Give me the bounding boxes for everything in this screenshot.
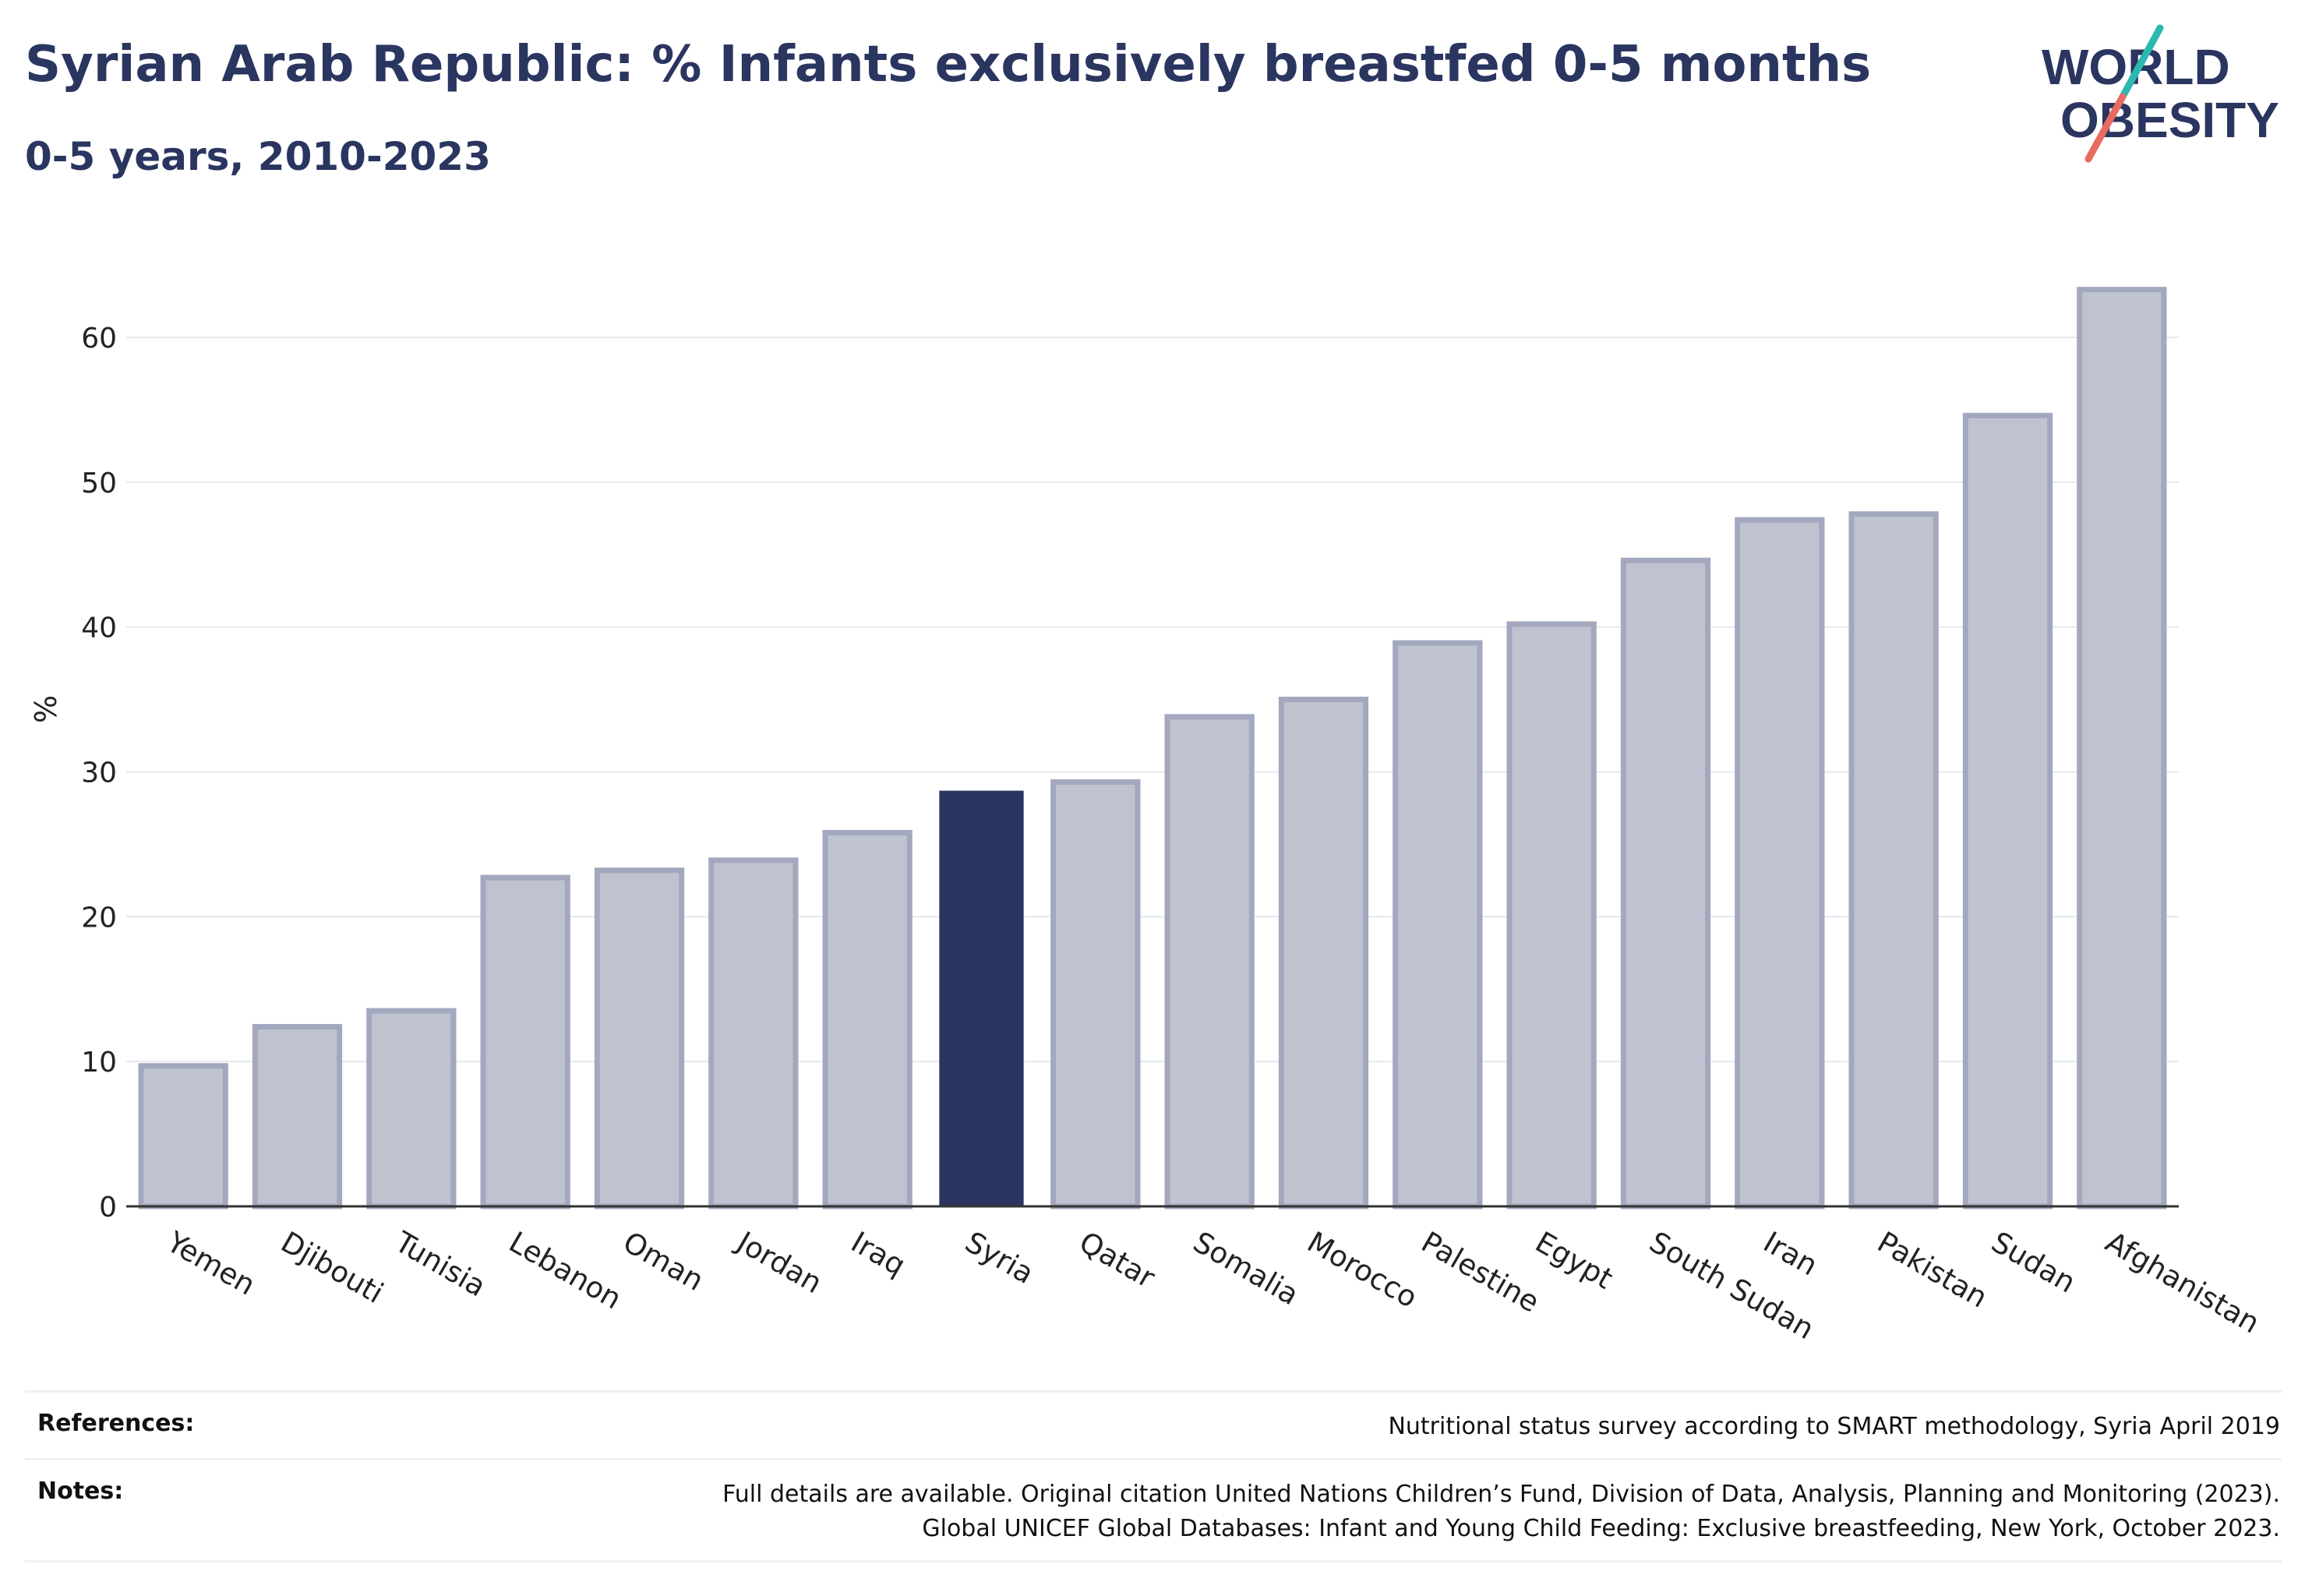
bar-chart: 0 10 20 30 40 50 60 Yemen Djibouti Tunisia Lebano… (29, 287, 2265, 1346)
x-tick-label: Lebanon (503, 1225, 627, 1315)
bar-highlight-syria (939, 790, 1024, 1206)
y-axis-label: % (29, 695, 63, 723)
references-text: Nutritional status survey according to S… (1388, 1413, 2280, 1440)
y-tick-label: 10 (81, 1047, 117, 1079)
x-tick-label: Somalia (1188, 1225, 1304, 1312)
logo-slash-teal (2119, 24, 2164, 101)
bar-lebanon (480, 874, 570, 1209)
x-tick-label: Yemen (161, 1225, 261, 1302)
x-tick-label: Palestine (1416, 1225, 1545, 1319)
y-tick-label: 20 (81, 902, 117, 934)
bar-sudan (1962, 412, 2053, 1209)
y-tick-labels: 0 10 20 30 40 50 60 (81, 323, 117, 1223)
bar-somalia (1164, 714, 1255, 1209)
references-label: References: (37, 1410, 195, 1437)
x-tick-label: Oman (617, 1225, 709, 1298)
x-tick-label: Jordan (730, 1224, 828, 1300)
bar-qatar (1050, 779, 1141, 1209)
notes-text: Full details are available. Original cit… (722, 1478, 2282, 1546)
y-tick-label: 40 (81, 613, 117, 644)
bar-pakistan (1848, 511, 1939, 1209)
bar-iraq (822, 830, 912, 1209)
notes-line-1: Full details are available. Original cit… (722, 1481, 2280, 1508)
x-tick-label: Egypt (1530, 1225, 1618, 1296)
y-tick-label: 50 (81, 468, 117, 500)
gridlines (126, 336, 2179, 1063)
bar-south-sudan (1620, 557, 1711, 1209)
chart-title: Syrian Arab Republic: % Infants exclusiv… (25, 36, 1872, 94)
bar-tunisia (366, 1008, 457, 1209)
y-tick-label: 0 (99, 1192, 117, 1223)
x-tick-label: Iran (1758, 1225, 1823, 1282)
x-tick-label: Afghanistan (2100, 1225, 2265, 1340)
bars (138, 287, 2167, 1209)
logo-text-obesity: OBESITY (2060, 92, 2279, 148)
bar-yemen (138, 1063, 228, 1209)
x-tick-label: Pakistan (1872, 1225, 1993, 1315)
x-tick-label: Iraq (845, 1225, 911, 1282)
bar-jordan (708, 857, 799, 1209)
bar-oman (594, 867, 685, 1209)
chart-subtitle: 0-5 years, 2010-2023 (25, 134, 491, 179)
y-tick-label: 60 (81, 323, 117, 355)
x-tick-label: Sudan (1986, 1225, 2081, 1300)
bar-afghanistan (2077, 287, 2167, 1209)
y-tick-label: 30 (81, 757, 117, 789)
x-tick-label: Djibouti (275, 1225, 389, 1310)
notes-row: Notes: Full details are available. Origi… (25, 1458, 2282, 1562)
footer: References: Nutritional status survey ac… (25, 1390, 2282, 1562)
x-tick-label: Morocco (1301, 1225, 1423, 1315)
x-tick-label: Tunisia (389, 1225, 492, 1304)
x-tick-label: Qatar (1074, 1225, 1161, 1295)
notes-label: Notes: (37, 1478, 124, 1505)
world-obesity-logo: WORLD OBESITY (2042, 24, 2279, 163)
bar-egypt (1506, 621, 1597, 1209)
references-row: References: Nutritional status survey ac… (25, 1390, 2282, 1458)
notes-line-2: Global UNICEF Global Databases: Infant a… (922, 1515, 2280, 1542)
bar-iran (1735, 517, 1825, 1209)
bar-djibouti (252, 1024, 343, 1209)
bar-palestine (1393, 640, 1483, 1209)
bar-morocco (1278, 697, 1369, 1209)
logo-slash-coral (2084, 93, 2127, 163)
x-tick-label: Syria (959, 1225, 1040, 1291)
